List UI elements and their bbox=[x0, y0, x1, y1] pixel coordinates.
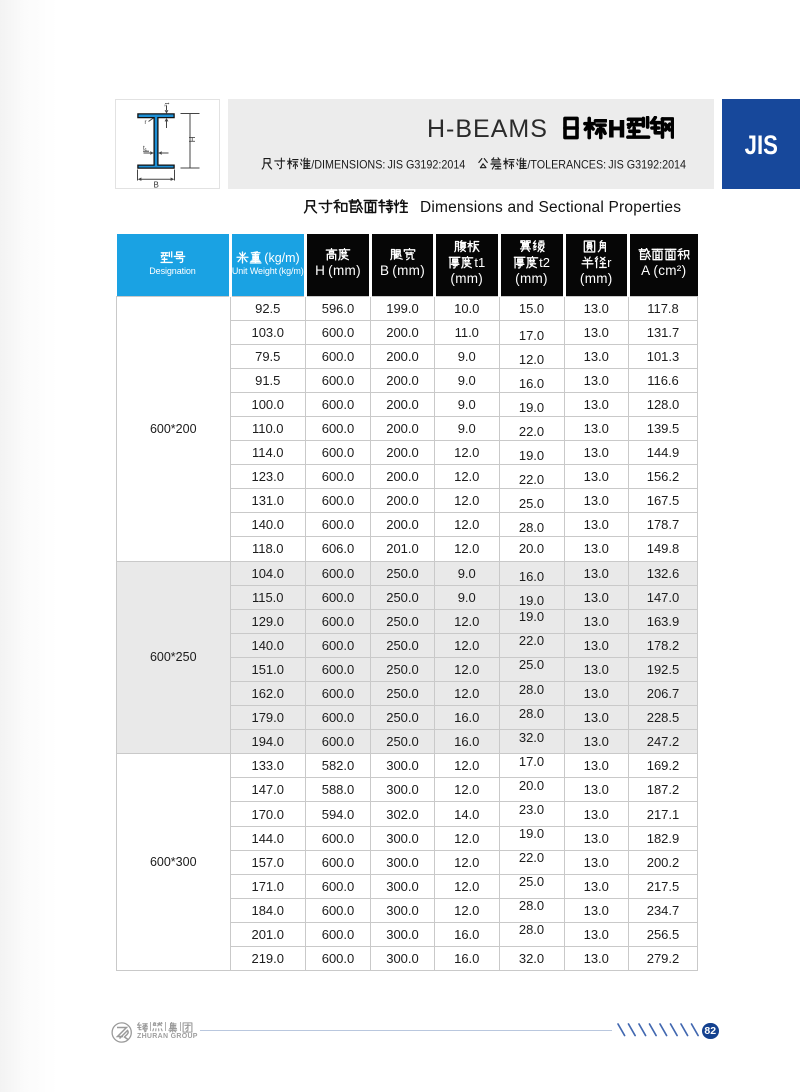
svg-text:t₂: t₂ bbox=[163, 103, 170, 108]
svg-text:H: H bbox=[187, 137, 196, 143]
svg-text:B: B bbox=[154, 181, 159, 190]
svg-text:r: r bbox=[145, 120, 147, 126]
svg-text:t₁: t₁ bbox=[143, 145, 148, 152]
